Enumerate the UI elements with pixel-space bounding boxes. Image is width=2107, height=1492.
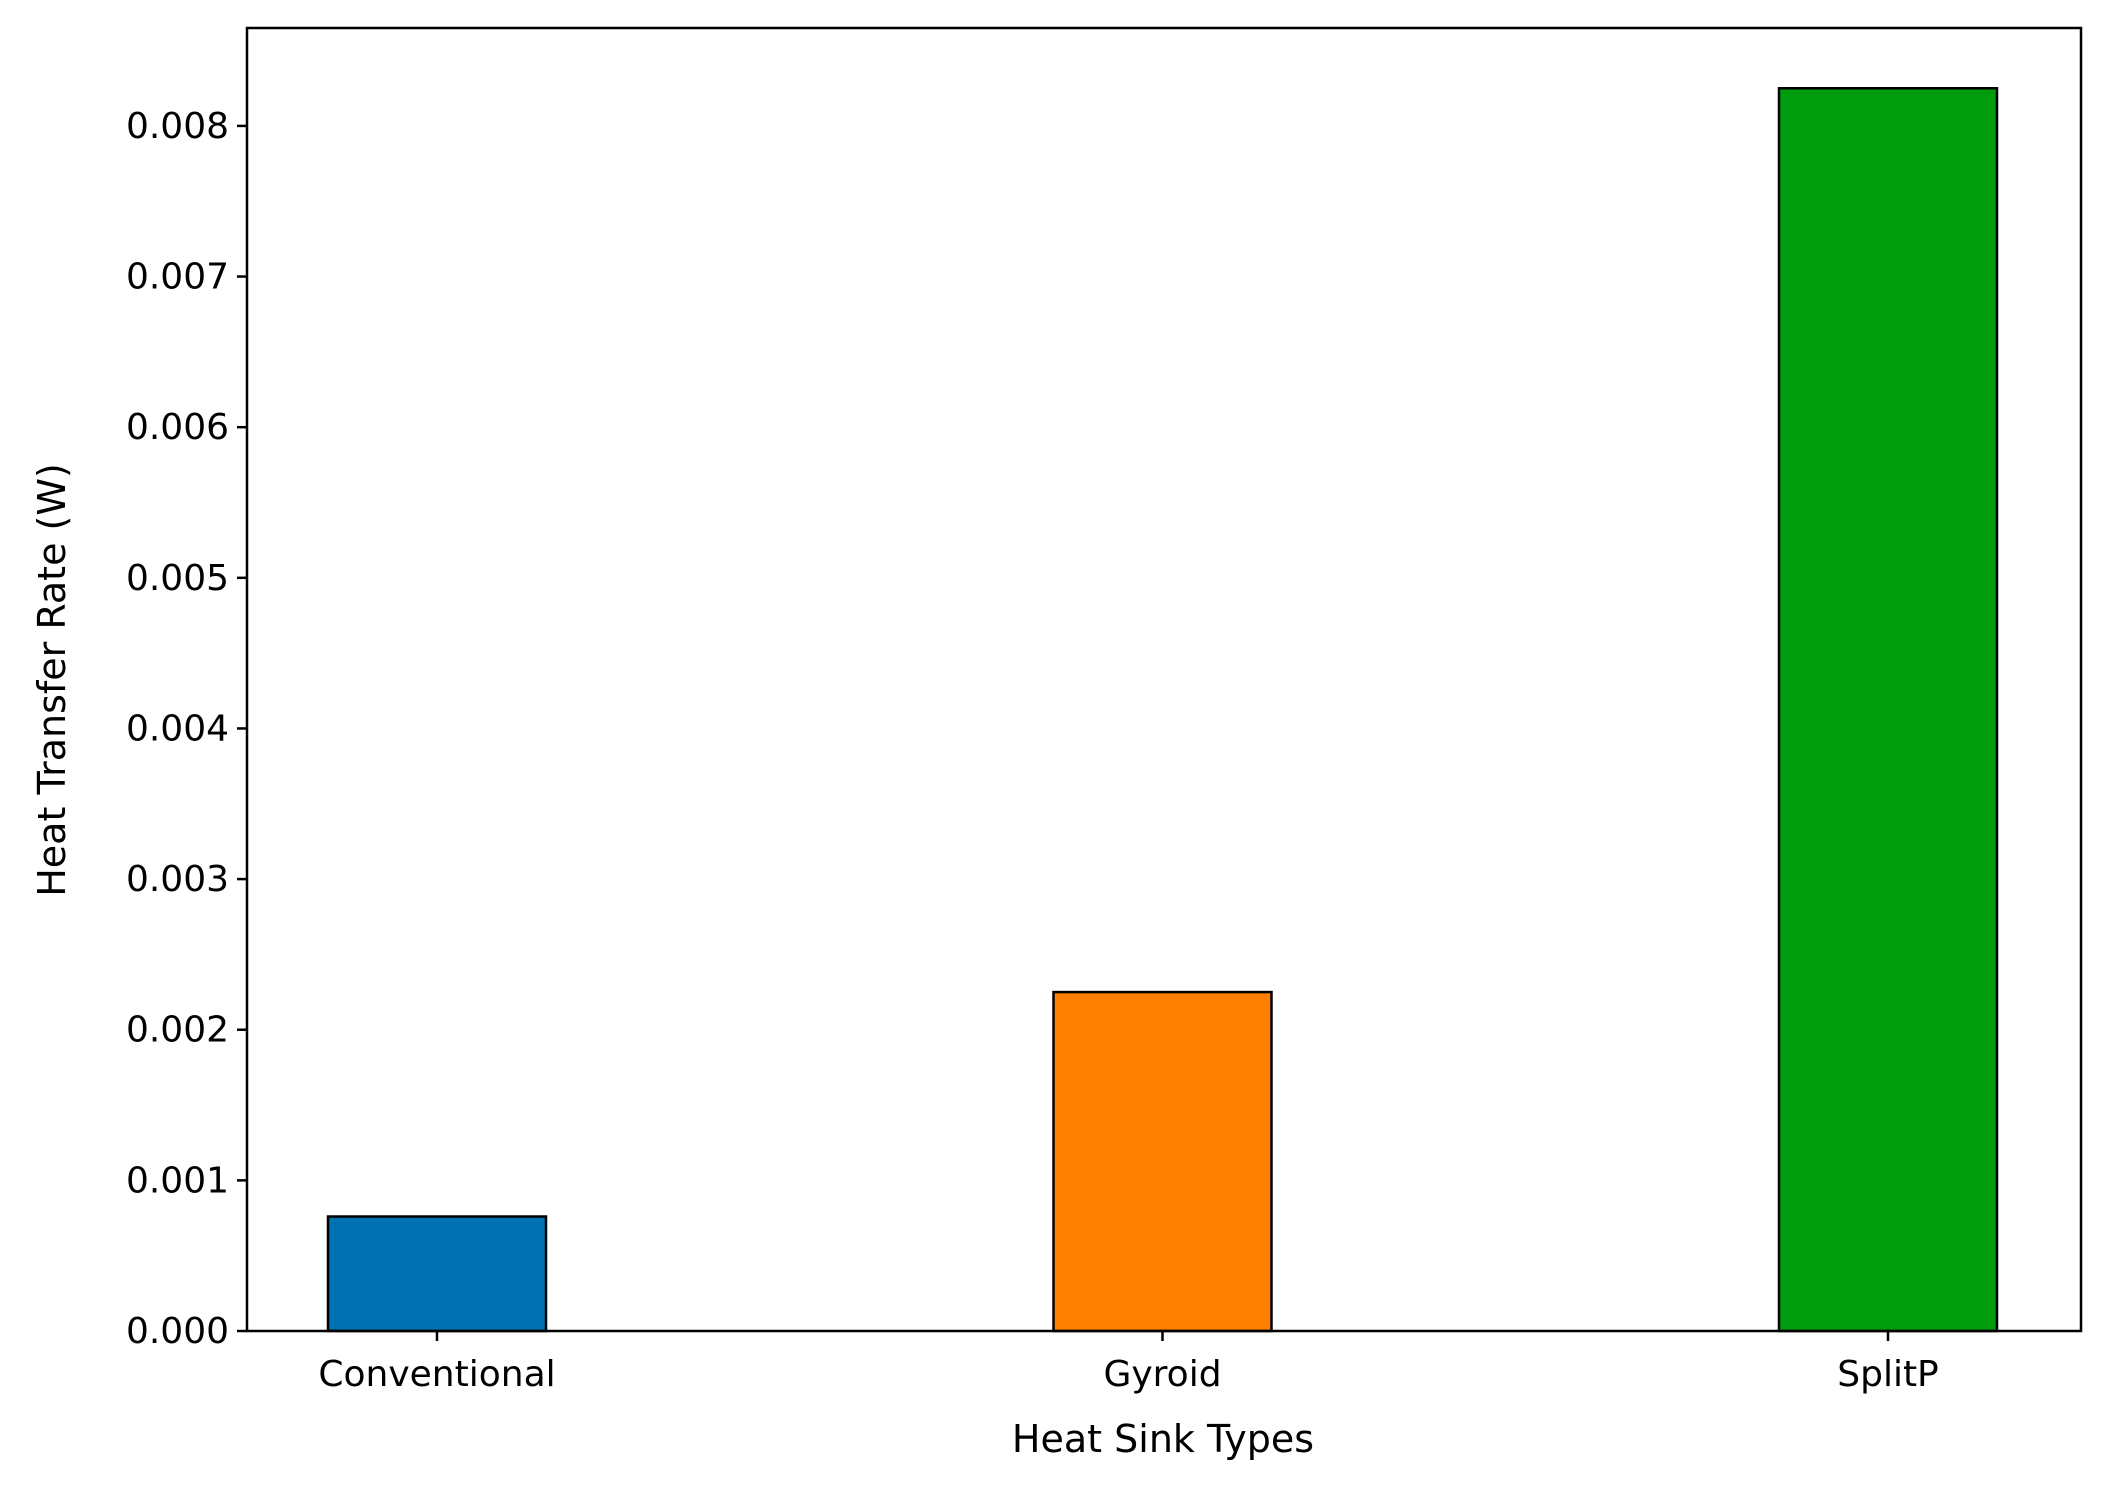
- y-tick-label: 0.007: [126, 257, 229, 298]
- y-axis-ticks: 0.000 0.001 0.002 0.003 0.004 0.005 0.006 0.007…: [126, 106, 247, 1352]
- bars-group: [326, 87, 1999, 1333]
- x-axis-ticks: Conventional Gyroid SplitP: [318, 1331, 1939, 1395]
- bar-gyroid: [1052, 990, 1273, 1333]
- y-axis-label: Heat Transfer Rate (W): [30, 463, 74, 897]
- y-tick-label: 0.006: [126, 407, 229, 448]
- y-tick-label: 0.004: [126, 708, 229, 749]
- y-tick-label: 0.000: [126, 1311, 229, 1352]
- x-tick-label: SplitP: [1837, 1354, 1939, 1395]
- x-axis-label: Heat Sink Types: [1012, 1417, 1314, 1461]
- y-tick-label: 0.003: [126, 859, 229, 900]
- y-tick-label: 0.008: [126, 106, 229, 147]
- y-tick-label: 0.001: [126, 1160, 229, 1201]
- bar-conventional: [326, 1215, 548, 1333]
- x-tick-label: Gyroid: [1103, 1354, 1221, 1395]
- y-tick-label: 0.002: [126, 1010, 229, 1051]
- bar-splitp: [1777, 87, 1999, 1333]
- x-tick-label: Conventional: [318, 1354, 555, 1395]
- y-tick-label: 0.005: [126, 558, 229, 599]
- plot-frame: [245, 26, 2083, 1333]
